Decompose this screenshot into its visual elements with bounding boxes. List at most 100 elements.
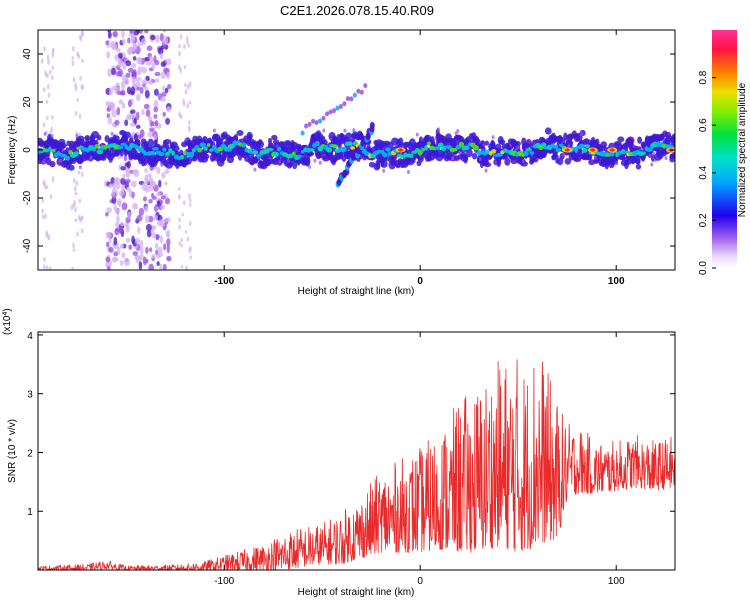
spectral-spot [107, 31, 112, 39]
spectral-spot [356, 88, 361, 94]
spectral-spot [40, 58, 44, 65]
spectral-spot [186, 83, 190, 90]
spectral-spot [154, 120, 159, 127]
spectral-spot [491, 142, 496, 151]
spectral-spot [112, 30, 118, 38]
spectral-spot [345, 96, 350, 102]
spectral-spot [114, 135, 120, 142]
spectral-spot [71, 266, 74, 270]
spectral-spot [113, 236, 118, 246]
spectral-spot [71, 60, 75, 67]
spectral-spot [122, 62, 127, 70]
spectral-spot [41, 214, 45, 220]
spectral-spot [117, 145, 124, 150]
spectral-spot [555, 147, 561, 153]
spectral-spot [141, 66, 148, 74]
spectral-spot [135, 93, 141, 102]
spectral-spot [635, 158, 641, 165]
spectral-spot [180, 264, 184, 269]
spectral-spot [131, 180, 137, 188]
spectral-spot [167, 83, 172, 90]
spectral-spot [179, 34, 183, 40]
spectral-spot [111, 67, 117, 76]
spectral-spot [317, 146, 323, 152]
spectral-spot [51, 52, 55, 58]
spectral-spot [155, 34, 160, 44]
spectral-spot [162, 35, 169, 45]
bottom-x-tick-label: -100 [214, 576, 234, 587]
spectral-spot [304, 123, 309, 129]
spectral-spot [141, 108, 145, 116]
spectral-spot [324, 111, 329, 117]
spectral-spot [74, 206, 77, 213]
spectral-spot [178, 64, 181, 70]
spectral-spot [648, 154, 652, 159]
spectral-spot [166, 244, 170, 254]
spectral-spot [118, 99, 124, 105]
spectral-spot [64, 155, 70, 161]
spectral-spot [137, 226, 141, 235]
spectral-spot [352, 92, 357, 98]
spectral-spot [125, 169, 131, 179]
spectral-spot [188, 220, 192, 227]
spectral-spot [183, 83, 187, 88]
spectral-spot [153, 134, 157, 141]
spectral-spot [567, 144, 571, 149]
spectral-spot [166, 238, 171, 247]
spectral-spot [417, 150, 423, 156]
spectral-spot [646, 147, 653, 152]
spectral-spot [180, 243, 184, 248]
spectral-spot [160, 205, 166, 210]
spectral-spot [352, 128, 356, 133]
spectral-spot [436, 127, 440, 132]
spectral-spot [74, 191, 78, 196]
colorbar-tick-label: 0.4 [698, 165, 709, 179]
spectral-spot [132, 251, 139, 256]
spectral-spot [552, 144, 559, 149]
spectral-spot [609, 148, 615, 152]
spectral-spot [144, 89, 150, 99]
spectral-spot [212, 128, 216, 133]
spectral-spot [59, 158, 63, 163]
spectral-spot [135, 124, 141, 129]
spectral-spot [544, 127, 552, 135]
spectral-spot [44, 70, 47, 75]
spectral-spot [125, 237, 131, 243]
spectral-spot [180, 238, 184, 243]
spectral-spot [181, 212, 184, 217]
spectral-spot [160, 97, 166, 102]
spectral-spot [45, 230, 48, 237]
spectral-spot [184, 89, 188, 95]
spectral-spot [81, 58, 84, 63]
top-x-axis-label: Height of straight line (km) [298, 286, 415, 297]
spectral-spot [318, 118, 323, 124]
spectral-spot [139, 245, 144, 255]
spectral-spot [68, 150, 73, 155]
spectral-spot [148, 78, 153, 86]
spectral-spot [188, 81, 192, 88]
spectral-spot [151, 254, 156, 259]
spectral-spot [382, 168, 386, 173]
spectral-spot [73, 178, 76, 184]
spectral-spot [121, 39, 126, 44]
spectral-spot [104, 134, 110, 143]
spectral-spot [156, 166, 161, 175]
spectral-spot [582, 147, 588, 153]
spectral-spot [146, 230, 152, 238]
spectral-spot [121, 202, 128, 211]
spectral-spot [108, 183, 113, 189]
spectral-spot [78, 165, 82, 170]
spectral-spot [160, 61, 166, 67]
spectral-spot [318, 160, 322, 165]
spectral-spot [41, 197, 45, 203]
spectral-spot [369, 121, 375, 129]
spectral-spot [48, 69, 52, 75]
spectral-spot [132, 56, 137, 61]
bottom-y-axis-label: SNR (10 * v/v) [7, 419, 18, 483]
spectral-spot [74, 218, 77, 223]
spectral-spot [130, 86, 136, 96]
spectral-spot [150, 34, 156, 41]
spectral-spot [51, 75, 54, 81]
spectral-spot [139, 86, 144, 94]
